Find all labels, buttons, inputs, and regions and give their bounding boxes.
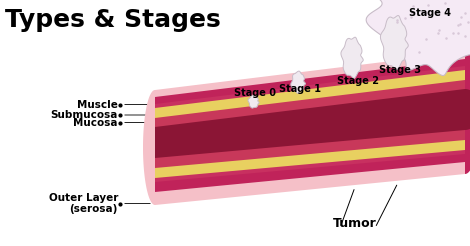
Polygon shape	[155, 80, 465, 168]
Polygon shape	[380, 15, 408, 70]
Text: Tumor: Tumor	[333, 217, 377, 230]
Text: Outer Layer
(serosa): Outer Layer (serosa)	[48, 193, 118, 214]
Polygon shape	[155, 52, 465, 205]
Text: Types & Stages: Types & Stages	[5, 8, 221, 32]
Polygon shape	[341, 37, 363, 78]
Polygon shape	[465, 52, 470, 174]
Text: Stage 4: Stage 4	[409, 8, 451, 18]
Polygon shape	[155, 66, 465, 182]
Polygon shape	[465, 89, 470, 130]
Text: Muscle: Muscle	[77, 99, 118, 109]
Polygon shape	[143, 90, 155, 205]
Text: Mucosa: Mucosa	[73, 118, 118, 127]
Text: Submucosa: Submucosa	[51, 110, 118, 120]
Text: Stage 2: Stage 2	[337, 76, 379, 86]
Polygon shape	[155, 59, 465, 192]
Text: Stage 3: Stage 3	[379, 65, 421, 75]
Polygon shape	[291, 71, 306, 93]
Polygon shape	[155, 70, 465, 178]
Polygon shape	[366, 0, 470, 76]
Polygon shape	[155, 89, 465, 158]
Polygon shape	[248, 95, 259, 108]
Text: Stage 1: Stage 1	[279, 84, 321, 94]
Text: Stage 0: Stage 0	[234, 88, 276, 98]
